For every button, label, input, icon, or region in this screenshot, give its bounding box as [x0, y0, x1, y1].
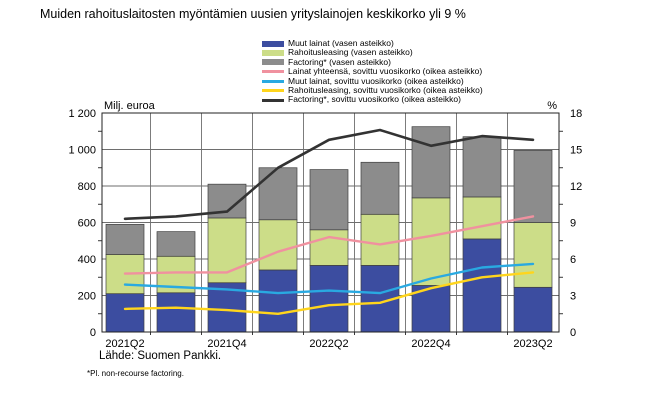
legend-label: Rahoitusleasing, sovittu vuosikorko (oik… [288, 84, 483, 95]
legend-bar-swatch [262, 50, 284, 57]
rate-line-2 [123, 271, 535, 315]
source-note: Lähde: Suomen Pankki. [99, 350, 222, 362]
legend-label: Factoring* (vasen asteikko) [288, 56, 391, 67]
footnote: *Pl. non-recourse factoring. [87, 369, 184, 378]
legend-bar-swatch [262, 40, 284, 47]
x-tick-label: 2022Q4 [411, 338, 450, 350]
bar-segment-0 [462, 238, 502, 333]
left-tick-label: 800 [78, 181, 96, 193]
left-axis-title: Milj. euroa [104, 100, 156, 112]
bar-segment-2 [105, 223, 145, 255]
legend-item: Factoring*, sovittu vuosikorko (oikea as… [262, 94, 483, 105]
legend-label: Muut lainat, sovittu vuosikorko (oikea a… [288, 75, 464, 86]
right-axis-title: % [547, 100, 557, 112]
legend-line-swatch [262, 89, 284, 93]
legend-label: Rahoitusleasing (vasen asteikko) [288, 47, 413, 58]
bar-segment-1 [309, 229, 349, 266]
bar-segment-1 [462, 196, 502, 240]
right-tick-label: 18 [570, 108, 582, 120]
bar-segment-0 [258, 269, 298, 333]
legend-bar-swatch [262, 59, 284, 66]
right-tick-label: 0 [570, 327, 576, 339]
left-tick-label: 200 [78, 291, 96, 303]
bar-segment-1 [411, 197, 451, 286]
bar-segment-0 [309, 265, 349, 333]
legend-line-swatch [262, 79, 284, 83]
bar-segment-2 [156, 231, 196, 257]
plot-border [101, 112, 560, 333]
rate-line-3 [123, 128, 535, 221]
left-tick-label: 1 200 [68, 108, 96, 120]
left-tick-label: 1 000 [68, 145, 96, 157]
left-tick-label: 0 [90, 327, 96, 339]
left-tick-label: 400 [78, 254, 96, 266]
right-tick-label: 12 [570, 181, 582, 193]
bar-segment-2 [258, 167, 298, 221]
chart-title: Muiden rahoituslaitosten myöntämien uusi… [40, 7, 466, 21]
right-tick-label: 6 [570, 254, 576, 266]
rate-line-0 [123, 215, 535, 275]
right-tick-label: 15 [570, 145, 582, 157]
bar-segment-1 [360, 213, 400, 266]
bar-segment-2 [411, 126, 451, 199]
x-tick-label: 2023Q2 [513, 338, 552, 350]
legend-item: Lainat yhteensä, sovittu vuosikorko (oik… [262, 66, 483, 77]
right-tick-label: 3 [570, 291, 576, 303]
legend-item: Factoring* (vasen asteikko) [262, 56, 483, 67]
legend-label: Factoring*, sovittu vuosikorko (oikea as… [288, 94, 461, 105]
legend-item: Muut lainat (vasen asteikko) [262, 38, 483, 48]
legend: Muut lainat (vasen asteikko) Rahoitusleas… [262, 38, 483, 105]
bar-segment-2 [513, 150, 553, 223]
bar-segment-0 [411, 285, 451, 333]
right-tick-label: 9 [570, 218, 576, 230]
left-tick-label: 600 [78, 218, 96, 230]
bar-segment-2 [360, 161, 400, 215]
rate-line-1 [123, 262, 535, 295]
bar-segment-1 [258, 219, 298, 271]
bar-segment-0 [156, 292, 196, 333]
legend-item: Muut lainat, sovittu vuosikorko (oikea a… [262, 75, 483, 86]
x-tick-label: 2022Q2 [309, 338, 348, 350]
legend-label: Muut lainat (vasen asteikko) [288, 38, 394, 48]
legend-item: Rahoitusleasing, sovittu vuosikorko (oik… [262, 84, 483, 95]
bar-segment-0 [513, 286, 553, 333]
legend-line-swatch [262, 98, 284, 102]
x-tick-label: 2021Q2 [105, 338, 144, 350]
bar-segment-1 [513, 222, 553, 288]
legend-item: Rahoitusleasing (vasen asteikko) [262, 47, 483, 58]
x-tick-label: 2021Q4 [207, 338, 246, 350]
legend-line-swatch [262, 70, 284, 74]
bar-segment-2 [462, 136, 502, 198]
bar-segment-0 [105, 293, 145, 333]
legend-label: Lainat yhteensä, sovittu vuosikorko (oik… [288, 66, 483, 77]
bar-segment-2 [309, 169, 349, 231]
